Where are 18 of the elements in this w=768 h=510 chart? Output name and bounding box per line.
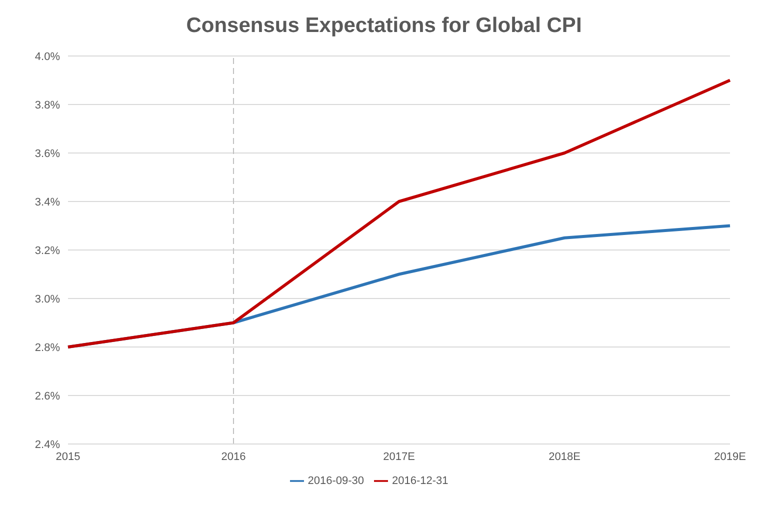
y-tick-label: 2.6% [34, 390, 60, 402]
x-tick-label: 2018E [548, 450, 580, 463]
y-tick-label: 3.2% [34, 244, 60, 257]
x-tick-label: 2019E [714, 450, 746, 463]
y-tick-label: 3.0% [34, 293, 60, 306]
legend-label: 2016-09-30 [308, 474, 364, 487]
x-tick-label: 2017E [383, 450, 415, 463]
y-tick-label: 3.4% [34, 196, 60, 208]
x-tick-label: 2016 [221, 450, 246, 463]
y-tick-label: 2.8% [34, 342, 60, 354]
line-series [66, 78, 732, 348]
y-tick-label: 3.8% [34, 99, 60, 112]
y-tick-label: 4.0% [34, 50, 60, 63]
y-tick-label: 2.4% [34, 438, 60, 451]
legend-label: 2016-12-31 [392, 474, 448, 487]
y-tick-label: 3.6% [34, 148, 60, 160]
chart-title: Consensus Expectations for Global CPI [185, 13, 583, 39]
x-tick-label: 2015 [56, 450, 80, 463]
